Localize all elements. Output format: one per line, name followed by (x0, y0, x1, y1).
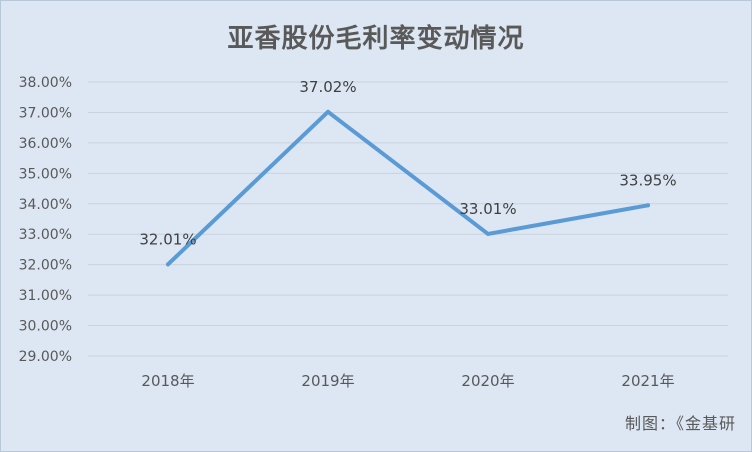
chart-title: 亚香股份毛利率变动情况 (227, 24, 525, 54)
y-tick-label: 34.00% (19, 197, 72, 213)
data-point (326, 109, 330, 114)
series-line (166, 109, 650, 267)
y-tick-label: 30.00% (19, 319, 72, 335)
data-point (646, 203, 650, 208)
y-tick-label: 29.00% (19, 349, 72, 365)
y-tick-label: 31.00% (19, 288, 72, 304)
y-tick-label: 38.00% (19, 75, 72, 91)
y-tick-label: 33.00% (19, 227, 72, 243)
x-axis-ticks: 2018年 2019年 2020年 2021年 (141, 372, 674, 390)
data-label: 33.95% (619, 171, 676, 189)
data-labels: 32.01% 37.02% 33.01% 33.95% (139, 78, 676, 249)
source-credit: 制图：《金基研 (624, 414, 736, 433)
data-label: 37.02% (299, 78, 356, 96)
data-label: 32.01% (139, 230, 196, 248)
data-label: 33.01% (459, 200, 516, 218)
gridlines (88, 81, 728, 357)
x-tick-label: 2018年 (141, 372, 194, 390)
x-tick-label: 2020年 (461, 372, 514, 390)
y-axis-ticks: 38.00% 37.00% 36.00% 35.00% 34.00% 33.00% 32.0… (19, 75, 72, 365)
y-tick-label: 32.00% (19, 258, 72, 274)
data-point (166, 262, 170, 267)
series-lines (166, 109, 650, 267)
x-tick-label: 2019年 (301, 372, 354, 390)
y-tick-label: 37.00% (19, 105, 72, 121)
y-tick-label: 36.00% (19, 136, 72, 152)
y-tick-label: 35.00% (19, 166, 72, 182)
x-tick-label: 2021年 (621, 372, 674, 390)
data-point (486, 231, 490, 236)
